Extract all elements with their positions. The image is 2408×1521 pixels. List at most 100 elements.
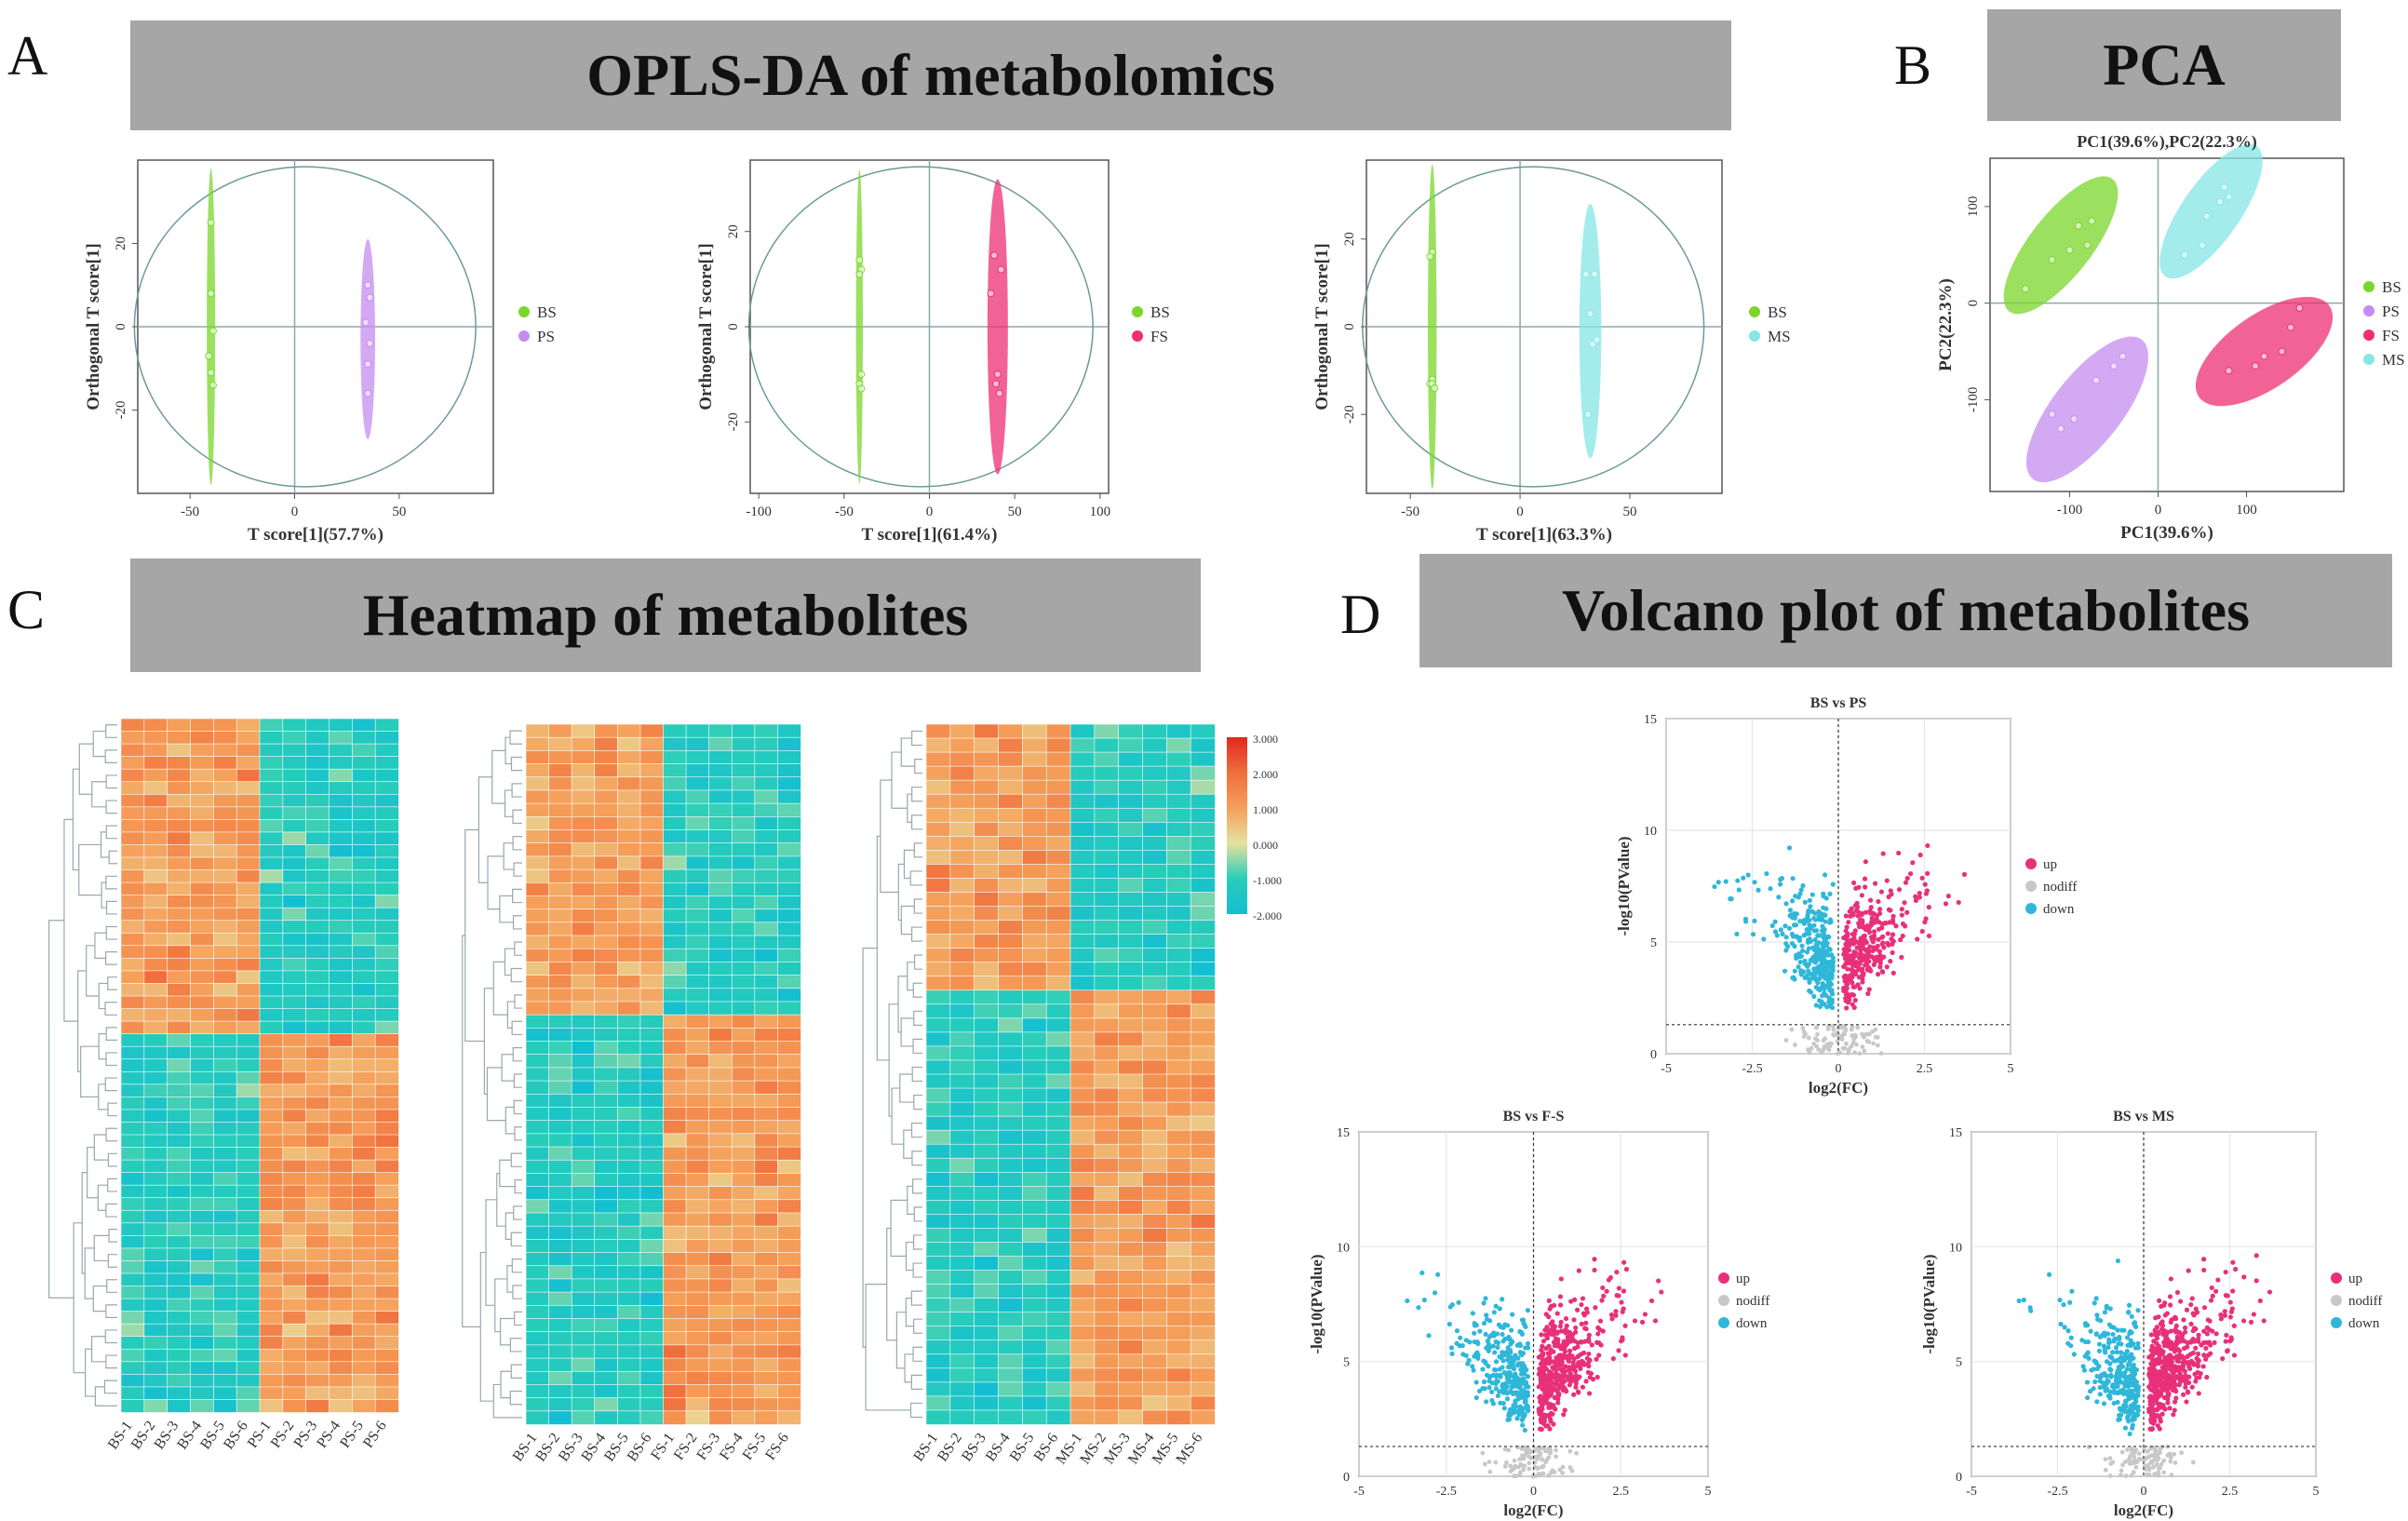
hm3-cell bbox=[925, 1073, 951, 1089]
hm1-cell bbox=[305, 1184, 330, 1199]
volc2-xtick-label: 5 bbox=[1705, 1485, 1712, 1499]
volc3-point-up bbox=[2150, 1398, 2156, 1404]
volc2-point-down bbox=[1507, 1380, 1513, 1385]
hm1-cell bbox=[329, 1197, 354, 1212]
volc2-point-down bbox=[1510, 1355, 1515, 1361]
hm2-cell bbox=[731, 1041, 756, 1056]
hm1-cell bbox=[282, 970, 307, 985]
hm3-cell bbox=[1142, 850, 1168, 866]
hm3-cell bbox=[1022, 765, 1047, 781]
hm3-dendrogram-branch bbox=[910, 1123, 922, 1138]
hm1-cell bbox=[120, 1348, 145, 1363]
hm2-cell bbox=[708, 1159, 733, 1175]
hm3-cell bbox=[1094, 1367, 1120, 1383]
volc3-point-up bbox=[2159, 1303, 2164, 1309]
hm2-cell bbox=[731, 1331, 756, 1346]
hm1-cell bbox=[282, 1222, 307, 1237]
hm1-cell bbox=[374, 1285, 399, 1299]
hm2-cell bbox=[525, 1305, 550, 1320]
volc3-point-up bbox=[2195, 1357, 2200, 1363]
hm1-cell bbox=[143, 869, 168, 883]
volc2-point-up bbox=[1562, 1344, 1567, 1350]
volc3-point-nodiff bbox=[2133, 1464, 2139, 1470]
volc1-point-down bbox=[1745, 872, 1751, 878]
volc1-point-down bbox=[1752, 918, 1757, 923]
hm2-cell bbox=[708, 962, 733, 976]
hm1-column-label: PS-6 bbox=[360, 1419, 390, 1451]
hm2-dendrogram-branch bbox=[503, 842, 515, 870]
hm2-cell bbox=[708, 1384, 733, 1399]
hm3-cell bbox=[998, 807, 1024, 824]
hm2-dendrogram-branch bbox=[506, 1001, 515, 1029]
hm1-dendrogram-branch bbox=[105, 900, 117, 915]
hm1-cell bbox=[282, 718, 307, 733]
opls1-point-bs bbox=[207, 219, 215, 227]
volc3-point-down bbox=[2129, 1352, 2134, 1357]
volc3-point-down bbox=[2084, 1380, 2091, 1385]
volc3-point-nodiff bbox=[2159, 1461, 2164, 1467]
volc3-point-down bbox=[2122, 1425, 2129, 1431]
hm1-cell bbox=[235, 1109, 261, 1124]
hm1-cell bbox=[305, 869, 330, 883]
volc3-point-nodiff bbox=[2107, 1474, 2113, 1478]
hm2-cell bbox=[754, 736, 779, 752]
volc1-title: BS vs PS bbox=[1810, 695, 1867, 711]
hm3-cell bbox=[1190, 1395, 1216, 1411]
volc1-point-down bbox=[1723, 879, 1729, 884]
volc3-point-down bbox=[2124, 1366, 2131, 1372]
hm2-cell bbox=[639, 789, 665, 804]
volc2-point-up bbox=[1604, 1288, 1609, 1294]
hm3-cell bbox=[949, 1256, 975, 1272]
volc1-point-up bbox=[1899, 912, 1904, 918]
hm3-cell bbox=[1190, 821, 1216, 838]
opls2-legend-swatch-bs bbox=[1132, 306, 1143, 317]
volc1-point-up bbox=[1856, 923, 1863, 930]
volc1-point-up bbox=[1862, 947, 1868, 952]
hm1-cell bbox=[374, 958, 399, 972]
volc1-point-up bbox=[1879, 968, 1885, 975]
hm2-cell bbox=[639, 988, 665, 1003]
hm1-cell bbox=[190, 995, 215, 1010]
hm3-cell bbox=[1118, 1129, 1144, 1146]
volc3-point-up bbox=[2181, 1317, 2186, 1323]
hm3-cell bbox=[1166, 793, 1191, 810]
hm2-dendrogram-branch bbox=[492, 961, 508, 1016]
volc2-point-down bbox=[1503, 1380, 1509, 1386]
volc2-point-down bbox=[1484, 1316, 1490, 1322]
hm1-cell bbox=[282, 1084, 307, 1098]
panel-letter-a: A bbox=[7, 25, 48, 87]
volc3-point-down bbox=[2097, 1384, 2103, 1391]
hm2-cell bbox=[548, 868, 572, 884]
pca-point-fs bbox=[2260, 352, 2268, 360]
hm1-cell bbox=[120, 1260, 145, 1274]
hm2-cell bbox=[548, 1265, 572, 1280]
hm1-cell bbox=[167, 781, 192, 796]
hm1-cell bbox=[374, 1209, 399, 1224]
hm3-cell bbox=[949, 723, 975, 739]
hm3-cell bbox=[1118, 1242, 1144, 1258]
volc1-legend-swatch-down bbox=[2025, 903, 2037, 914]
hm3-cell bbox=[974, 1312, 1000, 1327]
volc2-point-up bbox=[1592, 1267, 1597, 1273]
volc3-point-up bbox=[2240, 1318, 2247, 1324]
hm1-cell bbox=[213, 1020, 237, 1035]
hm1-cell bbox=[259, 995, 284, 1010]
pca-legend-ms: MS bbox=[2382, 351, 2405, 369]
hm1-cell bbox=[329, 1247, 354, 1262]
hm3-cell bbox=[998, 962, 1024, 977]
hm1-cell bbox=[213, 932, 237, 947]
hm1-cell bbox=[374, 1298, 399, 1312]
volc2-point-up bbox=[1606, 1277, 1612, 1283]
hm2-cell bbox=[617, 909, 641, 923]
volc1-point-nodiff bbox=[1860, 1044, 1865, 1050]
hm1-cell bbox=[120, 1222, 145, 1237]
opls3-legend-ms: MS bbox=[1768, 328, 1791, 345]
volc3-point-nodiff bbox=[2110, 1460, 2116, 1465]
hm2-cell bbox=[731, 1225, 756, 1241]
hm2-cell bbox=[685, 736, 710, 752]
volc3-point-up bbox=[2177, 1339, 2184, 1344]
volc2-point-up bbox=[1600, 1285, 1606, 1291]
hm2-cell bbox=[571, 1357, 596, 1373]
hm1-cell bbox=[235, 920, 261, 935]
hm1-cell bbox=[143, 831, 168, 846]
